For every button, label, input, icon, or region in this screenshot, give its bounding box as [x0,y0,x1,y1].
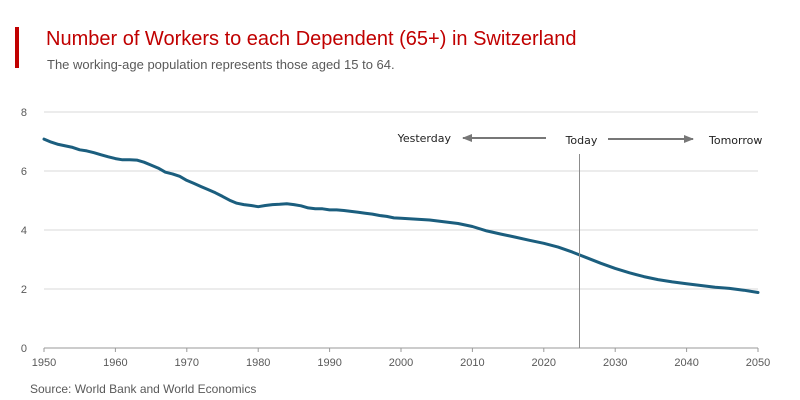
x-tick-label: 2020 [532,357,556,369]
x-tick-label: 2050 [746,357,770,369]
x-tick-label: 2010 [460,357,484,369]
x-tick-label: 2040 [674,357,698,369]
chart-subtitle: The working-age population represents th… [47,57,395,72]
x-tick-label: 1990 [317,357,341,369]
tomorrow-label: Tomorrow [708,134,762,147]
x-tick-label: 1950 [32,357,56,369]
y-tick-label: 6 [21,166,27,178]
x-tick-label: 1980 [246,357,270,369]
y-tick-label: 8 [21,107,27,119]
x-tick-label: 2000 [389,357,413,369]
chart-source: Source: World Bank and World Economics [30,382,257,396]
chart-title: Number of Workers to each Dependent (65+… [46,28,577,50]
x-tick-label: 2030 [603,357,627,369]
y-tick-label: 2 [21,284,27,296]
y-tick-label: 0 [21,343,27,355]
yesterday-label: Yesterday [397,132,452,145]
x-tick-label: 1960 [103,357,127,369]
series-line [42,137,760,294]
y-tick-label: 4 [21,225,27,237]
title-accent-bar [15,27,19,68]
today-label: Today [565,134,598,147]
x-tick-label: 1970 [175,357,199,369]
